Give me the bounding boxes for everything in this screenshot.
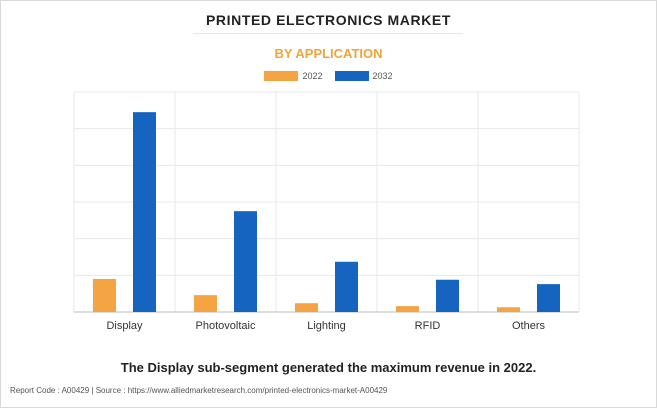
bar-lighting-2022[interactable] [295, 303, 318, 312]
x-tick-label-display: Display [106, 320, 143, 332]
legend-label-2022: 2022 [302, 71, 323, 81]
bar-photovoltaic-2022[interactable] [194, 295, 217, 312]
x-tick-label-others: Others [512, 320, 546, 332]
bar-display-2032[interactable] [133, 112, 156, 313]
chart-title: PRINTED ELECTRONICS MARKET [205, 12, 452, 28]
bar-rfid-2032[interactable] [436, 279, 459, 312]
bar-others-2022[interactable] [497, 307, 520, 312]
chart-subtitle: BY APPLICATION [274, 46, 383, 61]
chart-caption: The Display sub-segment generated the ma… [120, 360, 537, 375]
legend-item-2022[interactable]: 2022 [264, 71, 323, 81]
x-tick-label-lighting: Lighting [307, 320, 346, 332]
bar-display-2022[interactable] [93, 279, 116, 312]
legend-swatch-2022 [264, 71, 299, 81]
legend: 2022 2032 [0, 71, 657, 81]
legend-item-2032[interactable]: 2032 [334, 71, 393, 81]
bar-photovoltaic-2032[interactable] [234, 211, 257, 312]
bar-lighting-2032[interactable] [335, 261, 358, 312]
bar-rfid-2022[interactable] [396, 306, 419, 312]
report-footer: Report Code : A00429 | Source : https://… [10, 386, 388, 395]
title-divider [193, 33, 463, 34]
bar-others-2032[interactable] [537, 284, 560, 312]
legend-label-2032: 2032 [372, 71, 393, 81]
legend-swatch-2032 [334, 71, 369, 81]
x-tick-label-rfid: RFID [415, 320, 441, 332]
x-tick-label-photovoltaic: Photovoltaic [196, 320, 256, 332]
